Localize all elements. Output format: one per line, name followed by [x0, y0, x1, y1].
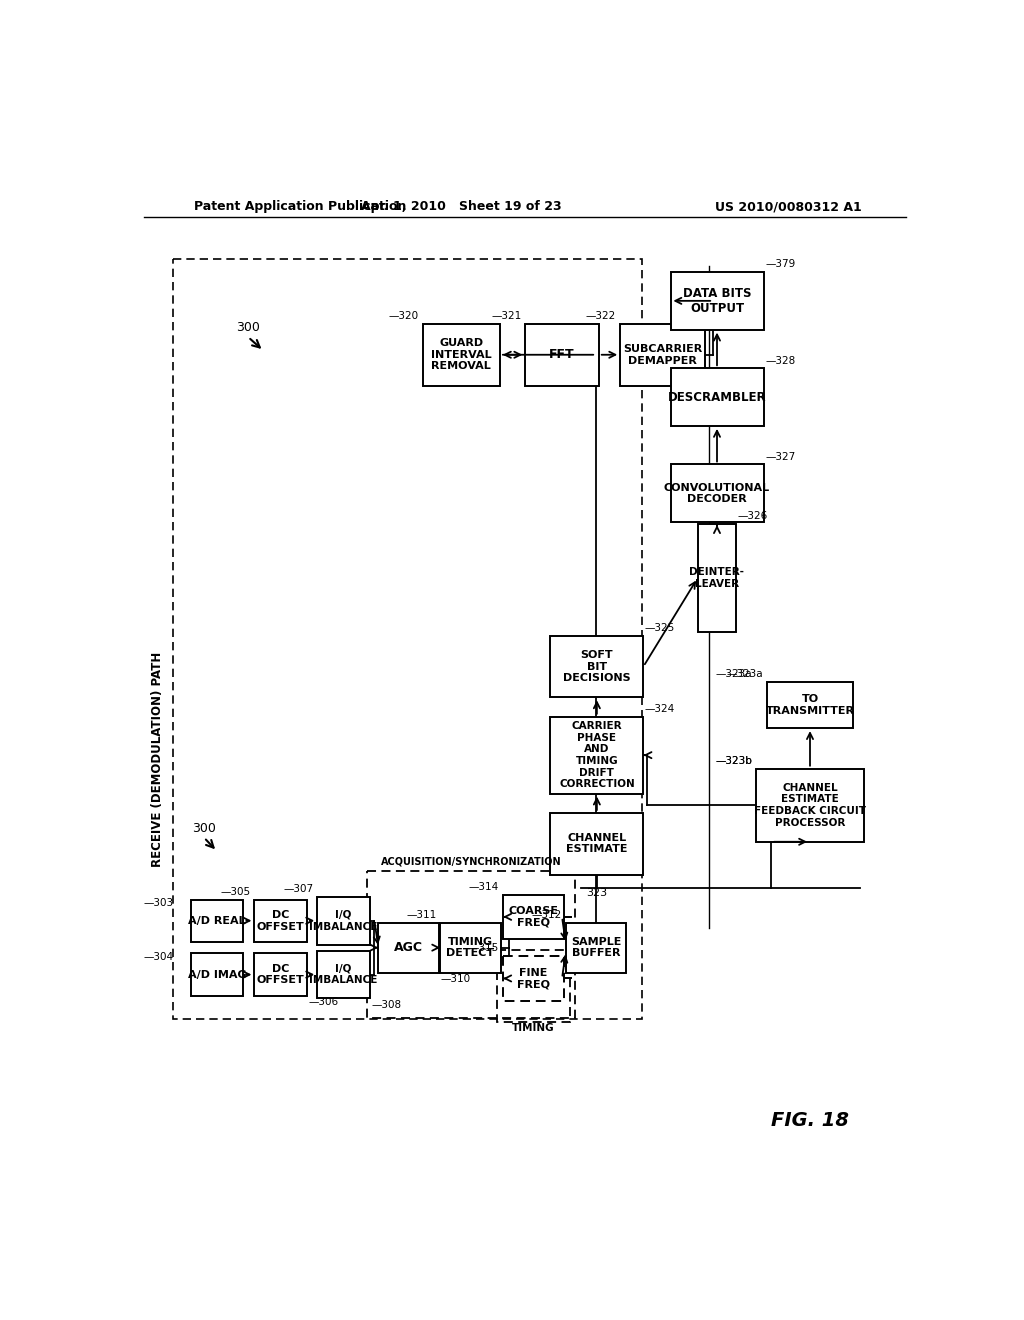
Bar: [367, 871, 575, 1018]
Text: —323b: —323b: [715, 756, 752, 766]
Bar: [550, 636, 643, 697]
Text: —315: —315: [469, 944, 500, 953]
Text: —323a: —323a: [727, 669, 764, 680]
Text: —308: —308: [372, 999, 401, 1010]
Text: SAMPLE
BUFFER: SAMPLE BUFFER: [571, 937, 622, 958]
Bar: [767, 682, 853, 729]
Text: I/Q
IMBALANCE: I/Q IMBALANCE: [309, 964, 378, 986]
Bar: [621, 323, 706, 385]
Text: Patent Application Publication: Patent Application Publication: [194, 201, 407, 214]
Text: —320: —320: [388, 312, 419, 321]
Text: —323a: —323a: [715, 669, 752, 680]
Bar: [671, 465, 764, 523]
Text: SUBCARRIER
DEMAPPER: SUBCARRIER DEMAPPER: [624, 345, 702, 366]
Bar: [566, 923, 627, 973]
Text: —379: —379: [765, 259, 796, 269]
Text: —324: —324: [645, 704, 675, 714]
Text: TIMING: TIMING: [512, 1023, 555, 1034]
Text: DC
OFFSET: DC OFFSET: [257, 964, 304, 986]
Text: 300: 300: [193, 822, 216, 834]
Text: US 2010/0080312 A1: US 2010/0080312 A1: [715, 201, 861, 214]
Text: —323b: —323b: [715, 756, 752, 766]
Bar: [173, 259, 642, 1019]
Text: —328: —328: [765, 355, 796, 366]
Text: CARRIER
PHASE
AND
TIMING
DRIFT
CORRECTION: CARRIER PHASE AND TIMING DRIFT CORRECTIO…: [559, 721, 635, 789]
Bar: [671, 272, 764, 330]
Text: FINE
FREQ: FINE FREQ: [517, 968, 550, 989]
Text: —325: —325: [645, 623, 675, 634]
Bar: [423, 323, 500, 385]
Text: —310: —310: [440, 974, 470, 983]
Text: —306: —306: [308, 997, 339, 1007]
Text: DEINTER-
LEAVER: DEINTER- LEAVER: [689, 568, 744, 589]
Bar: [697, 524, 736, 632]
Text: FIG. 18: FIG. 18: [771, 1111, 849, 1130]
Text: RECEIVE (DEMODULATION) PATH: RECEIVE (DEMODULATION) PATH: [151, 651, 164, 867]
Bar: [254, 953, 307, 995]
Text: DATA BITS
OUTPUT: DATA BITS OUTPUT: [683, 286, 752, 315]
Text: CHANNEL
ESTIMATE
FEEDBACK CIRCUIT
PROCESSOR: CHANNEL ESTIMATE FEEDBACK CIRCUIT PROCES…: [754, 783, 866, 828]
Text: TO
TRANSMITTER: TO TRANSMITTER: [766, 694, 854, 715]
Text: —327: —327: [765, 451, 796, 462]
Text: I/Q
IMBALANCE: I/Q IMBALANCE: [309, 909, 378, 932]
Text: TIMING
DETECT: TIMING DETECT: [446, 937, 495, 958]
Bar: [440, 923, 501, 973]
Text: CHANNEL
ESTIMATE: CHANNEL ESTIMATE: [566, 833, 628, 854]
Text: —322: —322: [586, 312, 616, 321]
Text: DC
OFFSET: DC OFFSET: [257, 909, 304, 932]
Text: —304: —304: [143, 952, 174, 962]
Bar: [317, 950, 370, 998]
Text: AGC: AGC: [394, 941, 423, 954]
Text: COARSE
FREQ: COARSE FREQ: [508, 906, 558, 928]
Bar: [503, 956, 563, 1001]
Text: A/D REAL: A/D REAL: [188, 916, 246, 925]
Text: —305: —305: [220, 887, 251, 896]
Bar: [378, 923, 438, 973]
Text: Apr. 1, 2010   Sheet 19 of 23: Apr. 1, 2010 Sheet 19 of 23: [360, 201, 561, 214]
Bar: [550, 813, 643, 874]
Text: DESCRAMBLER: DESCRAMBLER: [668, 391, 766, 404]
Text: —312: —312: [531, 909, 562, 920]
Text: —311: —311: [407, 909, 436, 920]
Bar: [756, 768, 864, 842]
Text: —326: —326: [738, 511, 768, 521]
Bar: [550, 717, 643, 793]
Bar: [190, 953, 244, 995]
Bar: [254, 899, 307, 942]
Bar: [671, 368, 764, 426]
Text: —303: —303: [143, 899, 174, 908]
Text: —314: —314: [469, 882, 500, 892]
Text: ACQUISITION/SYNCHRONIZATION: ACQUISITION/SYNCHRONIZATION: [381, 857, 561, 867]
Text: FFT: FFT: [549, 348, 574, 362]
Text: 323: 323: [587, 888, 607, 899]
Text: 300: 300: [237, 321, 260, 334]
Text: CONVOLUTIONAL
DECODER: CONVOLUTIONAL DECODER: [664, 483, 770, 504]
Text: GUARD
INTERVAL
REMOVAL: GUARD INTERVAL REMOVAL: [431, 338, 492, 371]
Text: —307: —307: [283, 884, 313, 894]
Text: SOFT
BIT
DECISIONS: SOFT BIT DECISIONS: [563, 649, 631, 684]
Bar: [497, 950, 569, 1022]
Bar: [525, 323, 599, 385]
Bar: [503, 895, 563, 940]
Bar: [317, 896, 370, 945]
Bar: [190, 899, 244, 942]
Text: —321: —321: [492, 312, 521, 321]
Text: A/D IMAG: A/D IMAG: [187, 970, 247, 979]
